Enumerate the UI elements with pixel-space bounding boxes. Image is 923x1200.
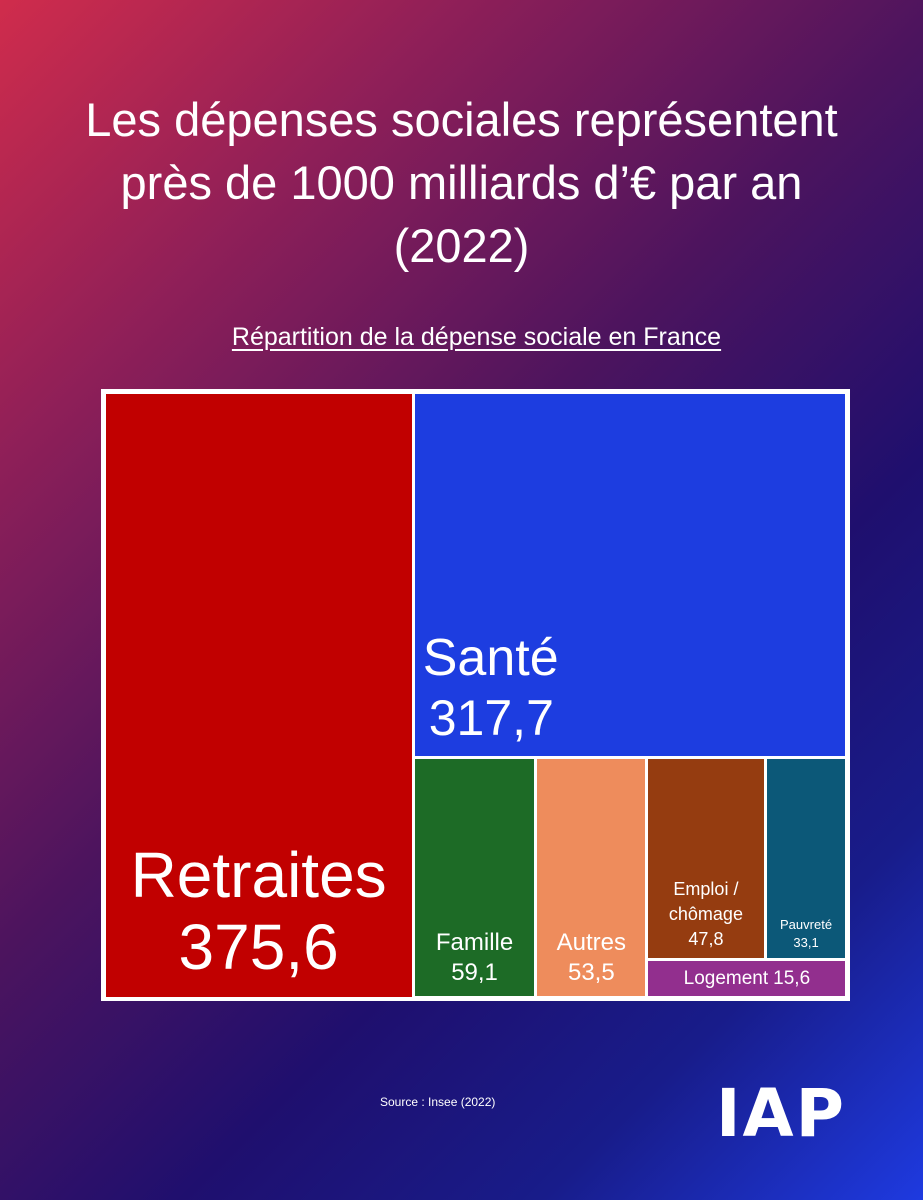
page-title: Les dépenses sociales représentent près … bbox=[85, 93, 838, 272]
tile-famille: Famille 59,1 bbox=[414, 758, 535, 997]
tile-value-famille: 59,1 bbox=[451, 959, 498, 987]
tile-value-autres: 53,5 bbox=[567, 959, 615, 987]
tile-value-pauvrete: 33,1 bbox=[793, 934, 819, 950]
tile-logement: Logement 15,6 bbox=[648, 960, 846, 997]
tile-emploi-chomage: Emploi / chômage 47,8 bbox=[648, 758, 764, 958]
tile-value-sante: 317,7 bbox=[428, 689, 554, 746]
tile-sante: Santé 317,7 bbox=[414, 393, 846, 756]
iap-logo: IAP bbox=[716, 1075, 847, 1152]
tile-retraites: Retraites 375,6 bbox=[105, 393, 412, 997]
tile-pauvrete: Pauvreté 33,1 bbox=[766, 758, 846, 958]
source-note: Source : Insee (2022) bbox=[380, 1095, 496, 1109]
tile-value-logement: 15,6 bbox=[773, 967, 811, 989]
tile-label-logement: Logement bbox=[683, 967, 769, 989]
tile-label-pauvrete: Pauvreté bbox=[780, 916, 833, 932]
tile-autres: Autres 53,5 bbox=[537, 758, 646, 997]
tile-label-famille: Famille bbox=[435, 929, 514, 957]
treemap-chart: Retraites 375,6 Santé 317,7 Famille 59,1… bbox=[101, 389, 850, 1001]
tile-label-autres: Autres bbox=[556, 929, 627, 957]
tile-value-emploi-chomage: 47,8 bbox=[688, 928, 724, 949]
tile-label-retraites: Retraites bbox=[130, 838, 387, 911]
tile-value-retraites: 375,6 bbox=[178, 910, 339, 983]
tile-label-emploi-chomage: Emploi / chômage bbox=[668, 878, 743, 924]
chart-subtitle: Répartition de la dépense sociale en Fra… bbox=[231, 323, 722, 351]
tile-label-sante: Santé bbox=[422, 628, 559, 687]
